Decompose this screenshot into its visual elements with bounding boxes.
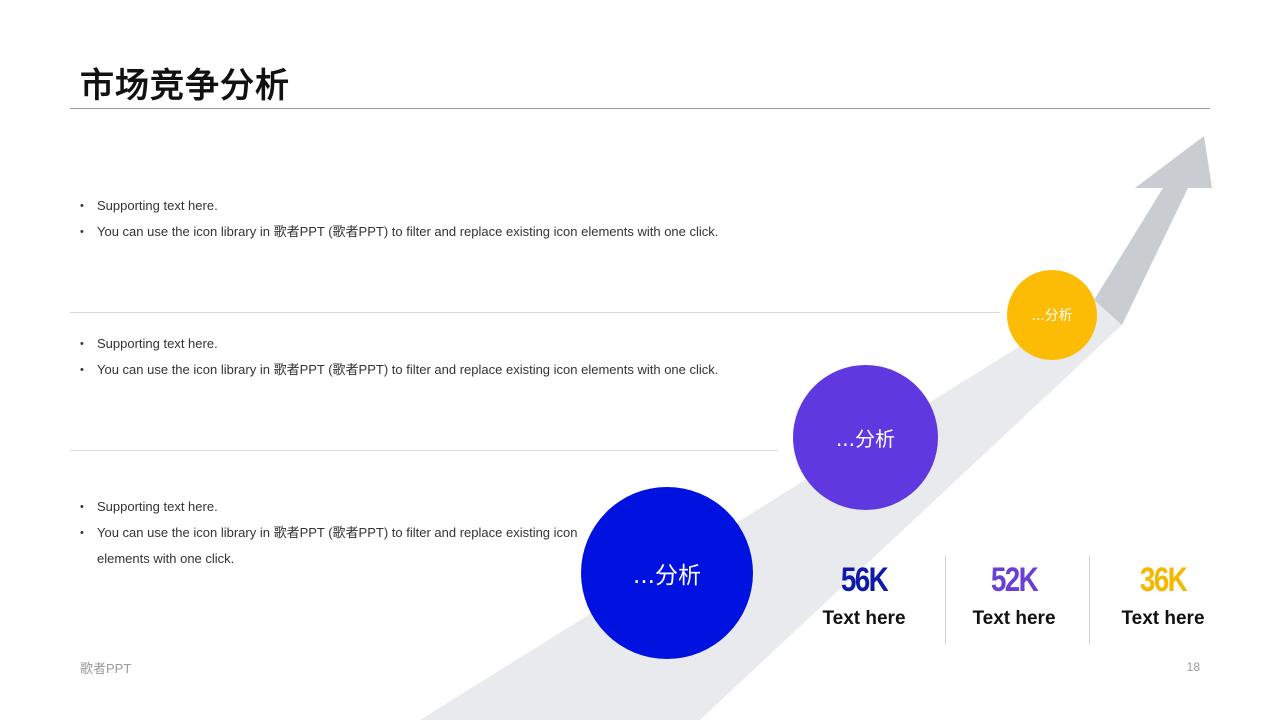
stat-label: Text here (1121, 608, 1205, 629)
stat-block-2: 52K Text here (939, 560, 1089, 630)
page-number: 18 (1186, 660, 1200, 674)
bullet-item: You can use the icon library in 歌者PPT (歌… (80, 219, 718, 245)
stat-value: 56K (840, 561, 889, 599)
circle-label: ...分析 (1031, 308, 1073, 324)
text-section-3: Supporting text here. You can use the ic… (80, 494, 580, 572)
text-section-1: Supporting text here. You can use the ic… (80, 193, 718, 245)
title-divider (70, 108, 1210, 109)
stat-divider (945, 556, 946, 644)
analysis-circle-small: ...分析 (1007, 270, 1097, 360)
analysis-circle-large: ...分析 (581, 487, 753, 659)
bullet-item: Supporting text here. (80, 331, 718, 357)
circle-label: ...分析 (633, 563, 701, 589)
circle-label: ...分析 (835, 427, 896, 451)
stat-block-1: 56K Text here (789, 560, 939, 630)
stat-divider (1089, 556, 1090, 644)
bullet-item: You can use the icon library in 歌者PPT (歌… (80, 520, 580, 572)
bullet-item: Supporting text here. (80, 193, 718, 219)
page-title: 市场竞争分析 (80, 66, 290, 106)
footer-brand: 歌者PPT (80, 661, 132, 676)
text-section-2: Supporting text here. You can use the ic… (80, 331, 718, 383)
stat-label: Text here (972, 608, 1056, 629)
bullet-item: Supporting text here. (80, 494, 580, 520)
arrow-head-shape (1094, 136, 1212, 325)
bullet-item: You can use the icon library in 歌者PPT (歌… (80, 357, 718, 383)
analysis-circle-medium: ...分析 (793, 365, 938, 510)
stat-value: 36K (1139, 561, 1188, 599)
stat-value: 52K (990, 561, 1039, 599)
stat-label: Text here (822, 608, 906, 629)
stat-block-3: 36K Text here (1088, 560, 1238, 630)
section-divider (70, 312, 1000, 313)
section-divider (70, 450, 778, 451)
